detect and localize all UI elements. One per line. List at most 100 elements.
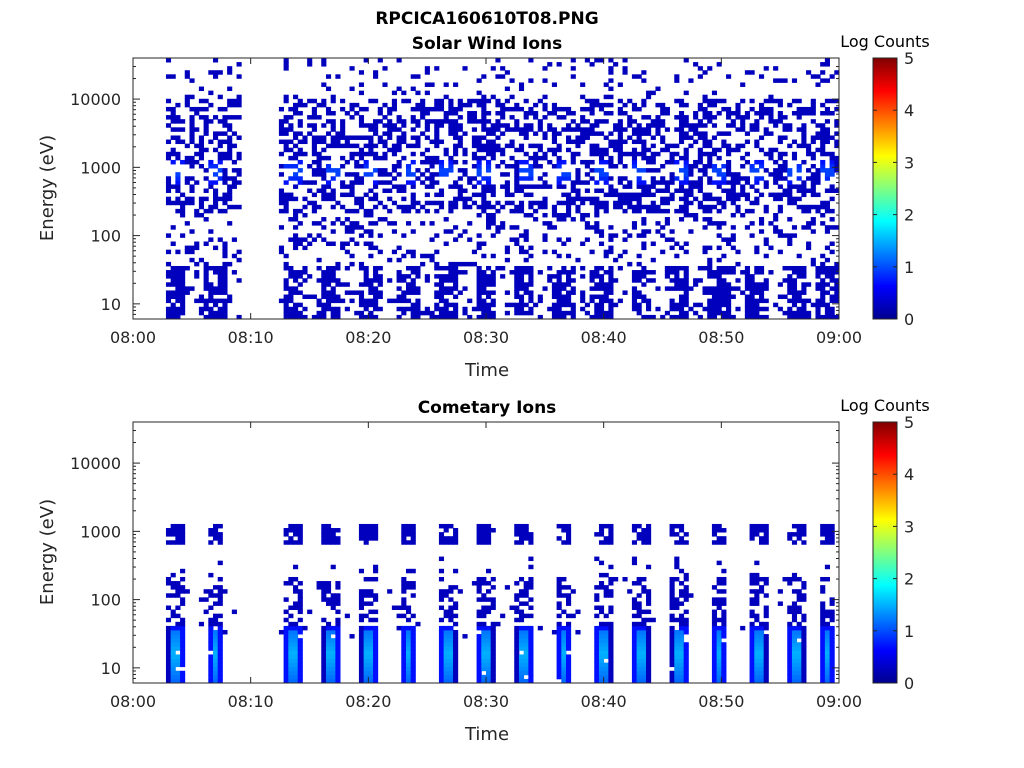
heatmap-cell: [340, 245, 346, 251]
heatmap-cell: [222, 310, 228, 316]
heatmap-cell: [598, 168, 605, 173]
heatmap-cell: [311, 294, 317, 300]
heatmap-cell: [608, 605, 614, 610]
heatmap-cell: [434, 119, 440, 124]
heatmap-cell: [589, 298, 595, 304]
heatmap-cell: [777, 601, 783, 606]
heatmap-cell: [617, 155, 623, 161]
heatmap-cell: [401, 662, 407, 668]
heatmap-cell: [325, 184, 332, 189]
heatmap-cell: [820, 270, 826, 275]
heatmap-cell: [500, 102, 506, 108]
heatmap-cell: [180, 540, 186, 545]
heatmap-cell: [165, 654, 172, 659]
heatmap-cell: [754, 617, 760, 623]
heatmap-cell: [363, 523, 369, 529]
heatmap-cell: [735, 208, 741, 214]
colorbar-tick-label: 5: [904, 413, 914, 432]
heatmap-cell: [180, 629, 186, 635]
heatmap-cell: [787, 536, 793, 541]
heatmap-cell: [448, 666, 454, 672]
heatmap-cell: [514, 241, 520, 246]
heatmap-cell: [773, 212, 779, 218]
heatmap-cell: [297, 666, 303, 672]
heatmap-cell: [486, 274, 492, 279]
heatmap-cell: [824, 188, 830, 193]
heatmap-cell: [344, 306, 350, 312]
heatmap-cell: [598, 678, 605, 683]
heatmap-cell: [509, 155, 515, 161]
heatmap-cell: [721, 302, 727, 308]
heatmap-cell: [787, 274, 793, 279]
heatmap-cell: [514, 102, 520, 108]
heatmap-cell: [203, 119, 209, 124]
heatmap-cell: [787, 290, 793, 295]
heatmap-cell: [293, 589, 299, 594]
heatmap-cell: [330, 274, 336, 279]
heatmap-cell: [594, 646, 600, 651]
heatmap-cell: [424, 111, 430, 116]
heatmap-cell: [208, 229, 214, 234]
heatmap-cell: [566, 666, 572, 672]
heatmap-cell: [420, 106, 426, 112]
heatmap-cell: [636, 290, 642, 295]
heatmap-cell: [283, 528, 289, 533]
heatmap-cell: [325, 581, 332, 586]
heatmap-cell: [598, 131, 605, 136]
heatmap-cell: [820, 605, 826, 610]
heatmap-cell: [180, 589, 186, 594]
heatmap-cell: [749, 98, 755, 104]
heatmap-cell: [514, 532, 520, 537]
heatmap-cell: [810, 188, 816, 193]
heatmap-cell: [486, 674, 492, 680]
heatmap-cell: [674, 78, 680, 83]
heatmap-cell: [678, 621, 685, 627]
heatmap-cell: [716, 147, 722, 153]
heatmap-cell: [646, 532, 652, 537]
heatmap-cell: [688, 188, 694, 193]
heatmap-cell: [561, 658, 567, 664]
heatmap-cell: [523, 650, 529, 655]
heatmap-cell: [448, 585, 454, 590]
heatmap-cell: [405, 274, 412, 279]
heatmap-cell: [575, 151, 581, 157]
heatmap-cell: [321, 662, 327, 668]
heatmap-cell: [368, 593, 374, 598]
heatmap-cell: [184, 221, 190, 226]
heatmap-cell: [641, 670, 647, 676]
heatmap-cell: [716, 658, 722, 664]
heatmap-cell: [801, 314, 807, 319]
heatmap-cell: [373, 564, 379, 570]
heatmap-cell: [401, 233, 407, 238]
heatmap-cell: [820, 278, 826, 283]
heatmap-cell: [829, 241, 835, 246]
heatmap-cell: [213, 147, 219, 153]
heatmap-cell: [438, 629, 445, 635]
heatmap-cell: [481, 200, 487, 206]
heatmap-cell: [674, 556, 680, 562]
heatmap-cell: [518, 666, 525, 672]
heatmap-cell: [655, 127, 661, 132]
heatmap-cell: [476, 306, 482, 312]
heatmap-cell: [297, 314, 303, 319]
heatmap-cell: [777, 172, 783, 177]
heatmap-cell: [678, 528, 685, 533]
heatmap-cell: [453, 294, 459, 300]
heatmap-cell: [575, 172, 581, 177]
heatmap-cell: [820, 200, 826, 206]
heatmap-cell: [758, 286, 765, 291]
heatmap-cell: [203, 278, 209, 283]
heatmap-cell: [518, 294, 525, 300]
heatmap-cell: [763, 180, 769, 185]
heatmap-cell: [325, 601, 332, 606]
heatmap-cell: [382, 131, 388, 136]
heatmap-cell: [518, 168, 525, 173]
heatmap-cell: [669, 629, 675, 635]
heatmap-cell: [509, 164, 515, 169]
heatmap-cell: [222, 115, 228, 120]
heatmap-cell: [222, 245, 228, 251]
heatmap-cell: [791, 139, 798, 145]
heatmap-cell: [476, 528, 482, 533]
